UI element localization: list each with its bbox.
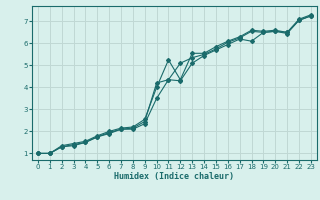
X-axis label: Humidex (Indice chaleur): Humidex (Indice chaleur): [115, 172, 234, 181]
